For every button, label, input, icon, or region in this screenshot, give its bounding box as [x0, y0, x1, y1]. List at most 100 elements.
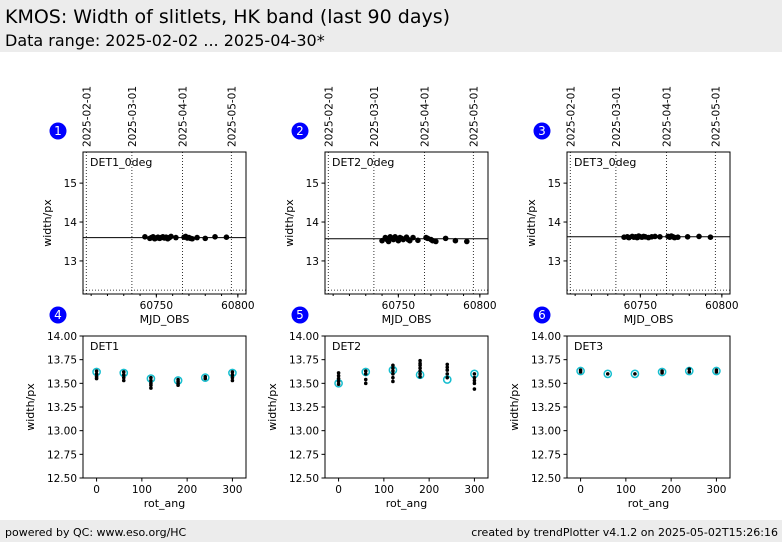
y-tick-label: 12.75: [531, 449, 561, 461]
mean-marker: [576, 366, 585, 376]
data-point: [391, 379, 395, 384]
y-tick-label: 13.00: [531, 426, 561, 438]
data-point: [418, 366, 422, 370]
chart-panel-3: 3 2025-02-01 2025-03-01 2025-04-01 2025-05-0…: [525, 86, 739, 326]
chart-panel-2: 2 2025-02-01 2025-03-01 2025-04-01 2025-05-0…: [283, 86, 497, 326]
data-point: [452, 237, 459, 244]
y-axis-label: width/px: [24, 383, 37, 431]
axes-frame: [324, 151, 489, 295]
data-point: [472, 372, 477, 376]
data-point: [445, 372, 450, 376]
y-tick-label: 14: [64, 217, 78, 229]
axes-frame: [566, 335, 731, 479]
x-tick-label: 0: [335, 484, 342, 496]
y-tick-label: 13.50: [289, 378, 319, 390]
x-tick-label: 300: [222, 484, 242, 496]
y-tick-label: 15: [306, 178, 319, 190]
date-tick-label: 2025-03-01: [611, 86, 623, 147]
data-point: [94, 369, 99, 373]
data-point: [684, 234, 691, 240]
page-title: KMOS: Width of slitlets, HK band (last 9…: [5, 6, 451, 28]
panel-number-label: 5: [296, 308, 304, 322]
panel-number-label: 3: [538, 124, 546, 138]
data-point: [445, 365, 450, 370]
data-point: [142, 234, 148, 240]
panel-number-badge: [291, 306, 309, 324]
x-tick-label: 200: [661, 484, 681, 496]
y-tick-label: 14.00: [531, 331, 561, 343]
data-point: [121, 370, 126, 374]
mean-marker: [200, 373, 210, 383]
plot-area: [334, 358, 479, 391]
data-point: [149, 383, 153, 388]
x-tick-label: 300: [706, 484, 726, 496]
axes-frame: [566, 151, 731, 295]
panel-label: DET1_0deg: [90, 156, 152, 169]
data-point: [472, 378, 477, 383]
data-point: [657, 234, 663, 240]
x-axis-label: rot_ang: [628, 497, 670, 510]
x-tick-label: 60800: [463, 300, 496, 312]
data-point: [363, 377, 368, 382]
x-tick-label: 60750: [382, 300, 415, 312]
x-axis-label: MJD_OBS: [624, 313, 674, 326]
data-point: [418, 369, 422, 373]
data-point: [410, 234, 416, 241]
data-point: [687, 370, 692, 374]
y-tick-label: 12.75: [289, 449, 319, 461]
data-point: [578, 370, 583, 374]
date-tick-label: 2025-02-01: [323, 86, 335, 147]
data-point: [336, 379, 341, 384]
data-point: [230, 373, 235, 377]
report-header: KMOS: Width of slitlets, HK band (last 9…: [0, 0, 782, 52]
date-tick-label: 2025-04-01: [661, 86, 673, 147]
data-point: [121, 375, 126, 380]
data-point: [605, 372, 610, 376]
panel-number-label: 2: [296, 124, 304, 138]
footer-powered-by: powered by QC: www.eso.org/HC: [5, 526, 187, 539]
date-tick-label: 2025-03-01: [369, 86, 381, 147]
chart-panel-4: 4 0 100 200 300 12.50 12.75 13.00 13.25 13.50 13.7…: [24, 306, 247, 510]
chart-panel-6: 6 0 100 200 300 12.50 12.75 13.00 13.25 13.50 13.7…: [508, 306, 731, 510]
data-point: [121, 378, 126, 383]
date-tick-label: 2025-02-01: [565, 86, 577, 147]
y-axis-label: width/px: [266, 383, 279, 431]
y-tick-label: 13: [64, 256, 77, 268]
y-tick-label: 13: [548, 256, 561, 268]
mean-marker: [603, 369, 613, 379]
x-tick-label: 100: [374, 484, 394, 496]
data-point: [472, 381, 477, 386]
data-point: [363, 369, 368, 373]
x-tick-label: 200: [419, 484, 439, 496]
data-point: [433, 238, 439, 245]
data-point: [230, 370, 235, 374]
y-tick-label: 14: [548, 217, 562, 229]
plot-area: [83, 152, 246, 294]
data-point: [707, 234, 714, 240]
data-point: [418, 374, 422, 379]
y-tick-label: 12.50: [531, 473, 561, 485]
panel-number-badge: [49, 306, 67, 324]
mean-marker: [657, 367, 667, 377]
data-point: [442, 235, 449, 242]
y-axis-label: width/px: [41, 199, 54, 247]
data-point: [418, 358, 422, 363]
y-tick-label: 14.00: [289, 331, 319, 343]
plot-area: [325, 152, 488, 294]
axes-frame: [82, 335, 247, 479]
x-tick-label: 0: [577, 484, 584, 496]
date-tick-label: 2025-03-01: [127, 86, 139, 147]
y-axis-label: width/px: [508, 383, 521, 431]
panel-number-badge: [49, 122, 67, 140]
y-tick-label: 13.75: [47, 355, 77, 367]
y-tick-label: 13.25: [531, 402, 561, 414]
plot-area: [92, 367, 237, 390]
y-tick-label: 12.50: [47, 473, 77, 485]
x-tick-label: 60750: [140, 300, 173, 312]
x-tick-label: 300: [464, 484, 484, 496]
data-point: [168, 233, 174, 240]
data-point: [149, 378, 153, 383]
data-point: [472, 387, 477, 391]
data-point: [445, 375, 450, 380]
data-point: [391, 366, 395, 370]
